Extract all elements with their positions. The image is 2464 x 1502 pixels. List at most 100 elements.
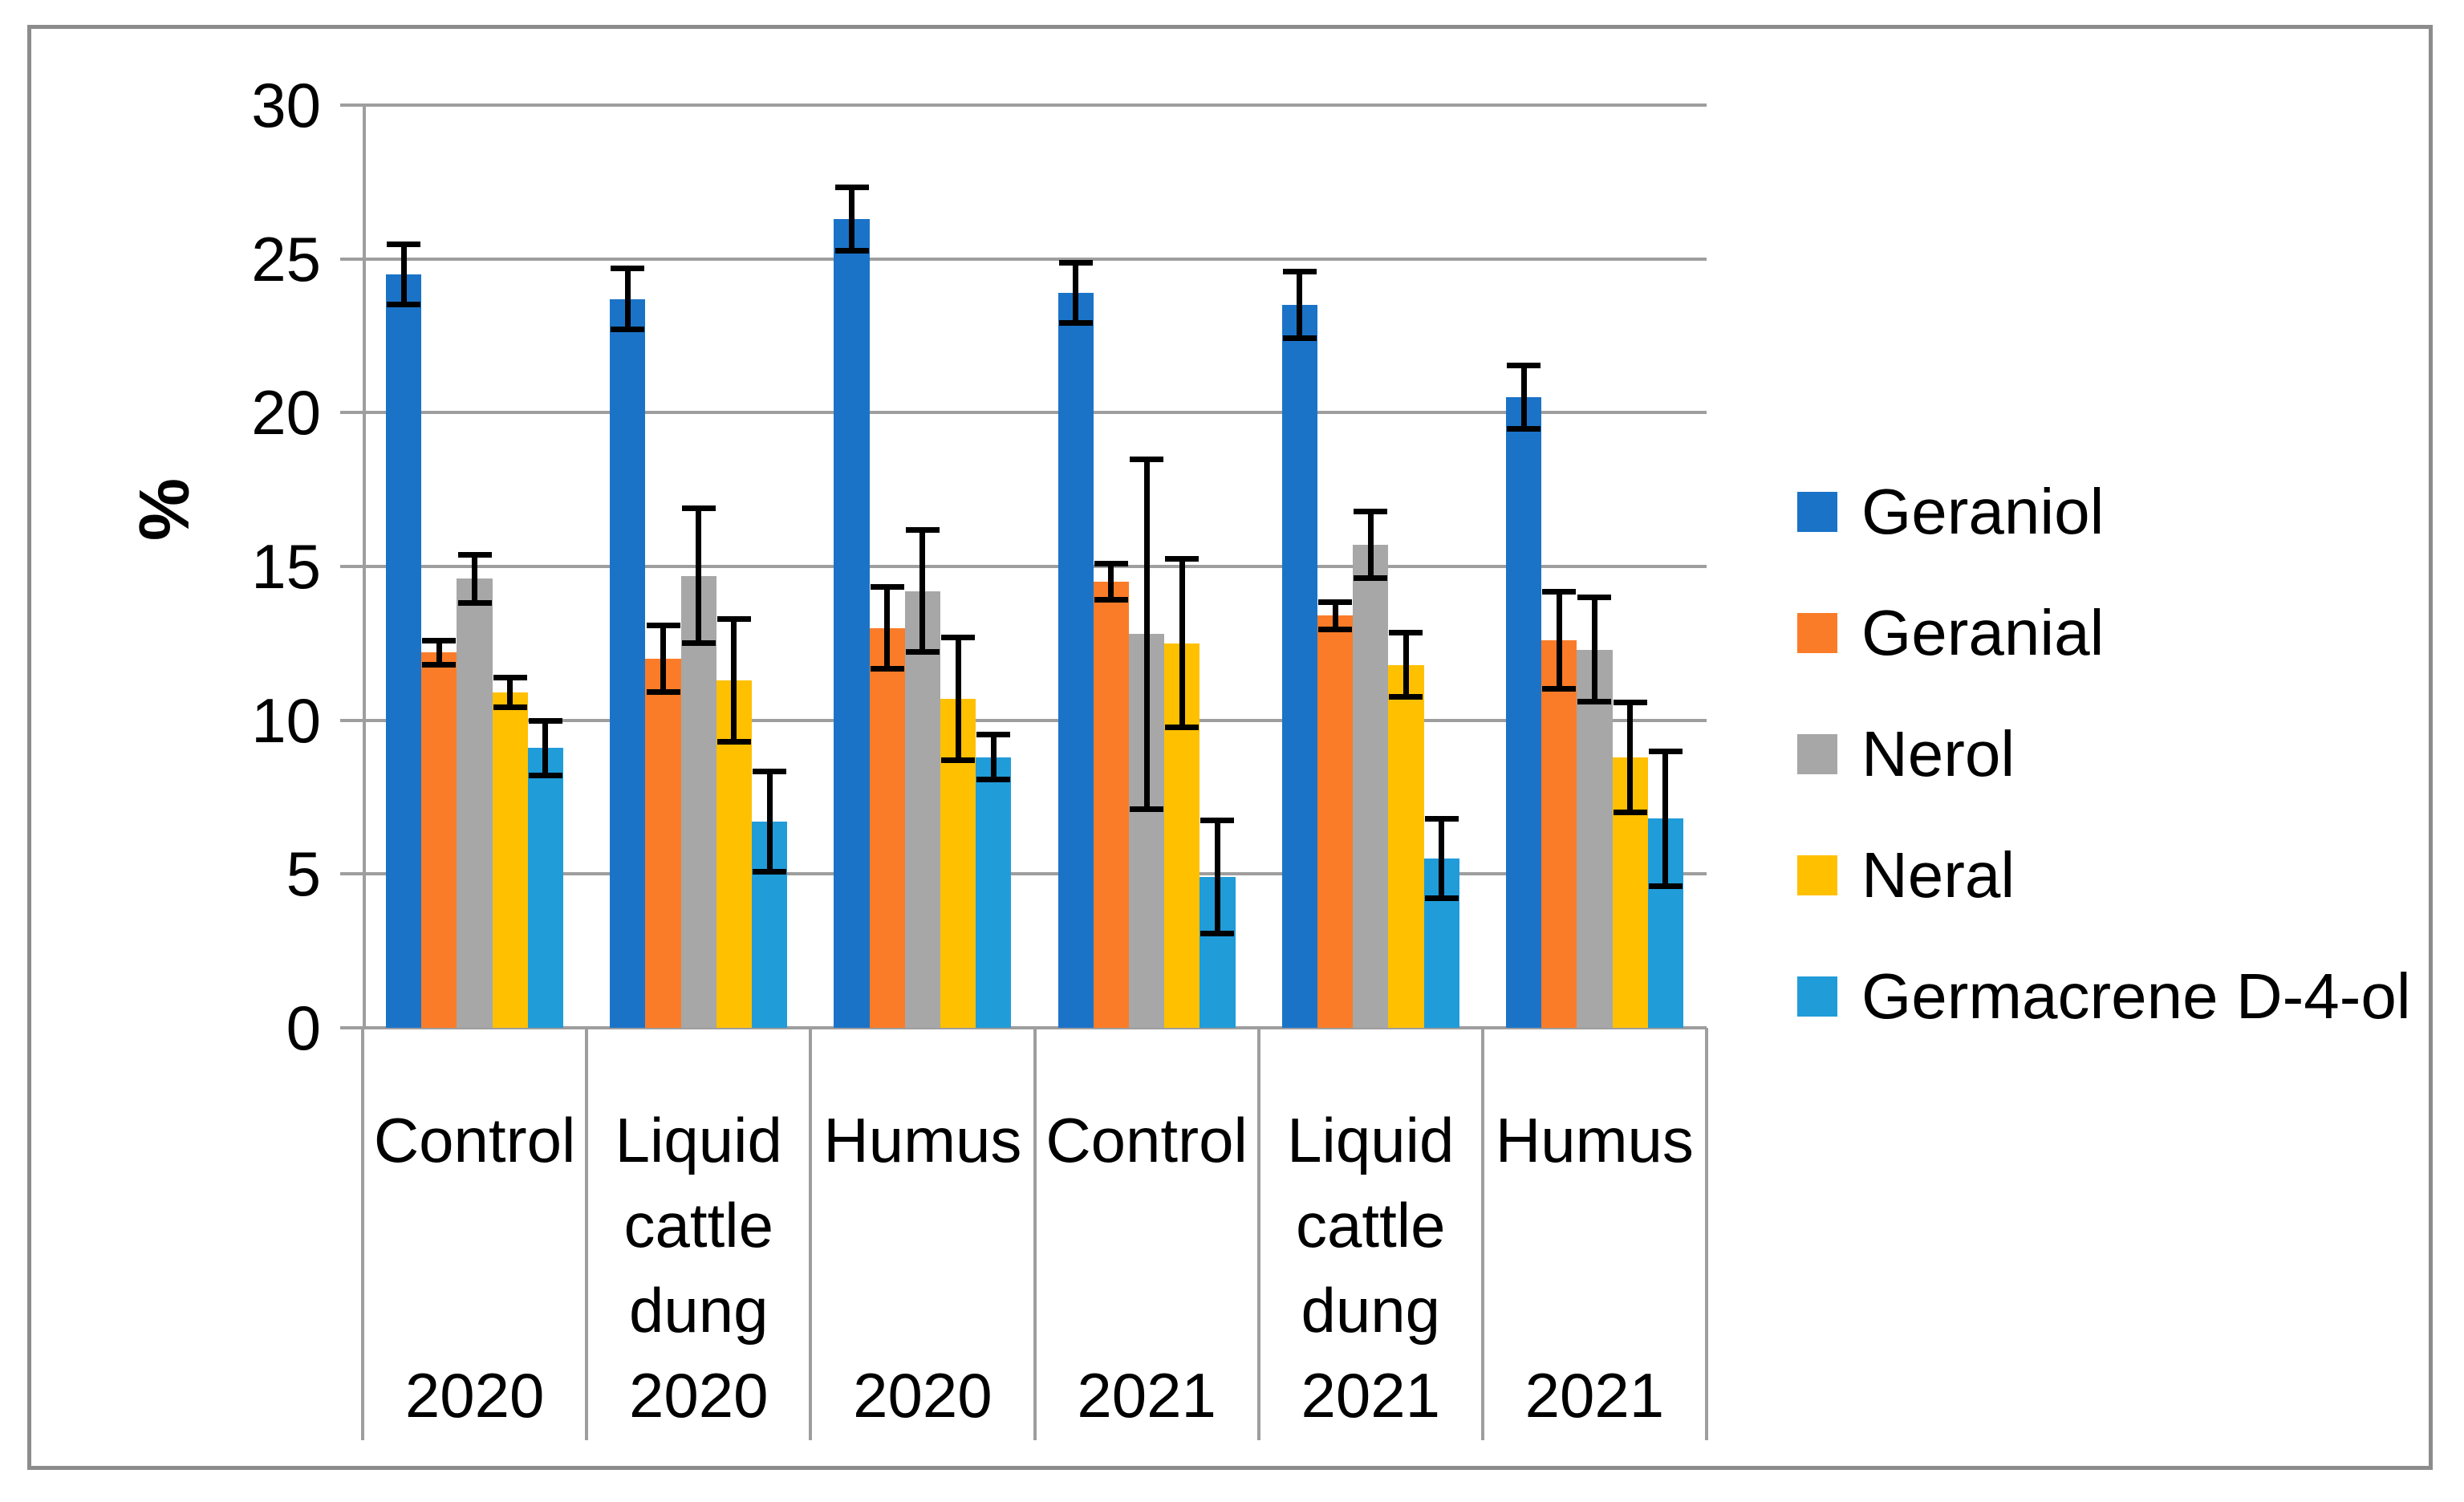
gridline xyxy=(363,565,1707,568)
error-bar-line xyxy=(884,586,891,670)
error-bar-cap-top xyxy=(528,717,562,724)
error-bar-cap-bottom xyxy=(1282,335,1317,342)
legend-label: Germacrene D-4-ol xyxy=(1861,960,2411,1032)
error-bar-line xyxy=(849,186,855,252)
error-bar-cap-bottom xyxy=(870,666,904,672)
error-bar-cap-top xyxy=(716,616,751,623)
y-axis-line xyxy=(363,105,366,1028)
error-bar-line xyxy=(542,720,549,776)
year-label: 2020 xyxy=(404,1360,545,1431)
error-bar-line xyxy=(955,637,961,761)
error-bar-cap-bottom xyxy=(457,600,492,606)
error-bar-cap-top xyxy=(753,768,787,774)
legend-label: Geraniol xyxy=(1861,476,2105,547)
error-bar-cap-top xyxy=(387,241,421,247)
y-axis-tick xyxy=(340,872,363,876)
error-bar-cap-bottom xyxy=(1318,626,1353,632)
legend-swatch-germacrene-d-4-ol xyxy=(1797,976,1837,1017)
category-divider xyxy=(361,1028,364,1440)
error-bar-line xyxy=(766,770,773,873)
bar-geraniol xyxy=(610,298,646,1028)
error-bar-cap-bottom xyxy=(1354,575,1388,582)
bar-geranial xyxy=(421,652,457,1028)
error-bar-cap-top xyxy=(1165,556,1200,562)
error-bar-cap-top xyxy=(870,583,904,590)
error-bar-cap-top xyxy=(681,505,716,512)
error-bar-line xyxy=(400,243,407,306)
error-bar-cap-bottom xyxy=(1165,725,1200,731)
error-bar-line xyxy=(1662,751,1669,887)
legend-label: Geranial xyxy=(1861,597,2105,668)
legend-swatch-geraniol xyxy=(1797,492,1837,532)
bar-geraniol xyxy=(1057,292,1094,1028)
error-bar-cap-bottom xyxy=(681,639,716,646)
treatment-label: Liquid cattle dung xyxy=(615,1105,782,1346)
y-axis-tick-label: 30 xyxy=(251,70,321,140)
error-bar-line xyxy=(1402,632,1409,697)
error-bar-line xyxy=(919,530,926,653)
category-divider xyxy=(809,1028,813,1440)
treatment-label: Control xyxy=(373,1105,576,1175)
error-bar-cap-bottom xyxy=(1542,686,1577,692)
error-bar-cap-bottom xyxy=(387,302,421,308)
bar-geraniol xyxy=(834,218,870,1028)
bar-geranial xyxy=(1093,582,1129,1028)
y-axis-tick-label: 15 xyxy=(251,531,321,602)
error-bar-line xyxy=(696,508,702,643)
legend-swatch-neral xyxy=(1797,855,1837,895)
bar-nerol xyxy=(680,575,716,1028)
y-axis-tick-label: 20 xyxy=(251,377,321,449)
treatment-label: Control xyxy=(1045,1105,1248,1175)
year-label: 2021 xyxy=(1524,1360,1665,1431)
treatment-label: Liquid cattle dung xyxy=(1287,1105,1455,1346)
y-axis-tick xyxy=(340,104,363,107)
error-bar-cap-bottom xyxy=(646,689,680,696)
error-bar-cap-bottom xyxy=(1613,809,1647,815)
bar-nerol xyxy=(1577,649,1613,1028)
treatment-label: Humus xyxy=(823,1105,1022,1175)
error-bar-cap-bottom xyxy=(493,704,527,711)
error-bar-line xyxy=(507,677,514,708)
y-axis-tick xyxy=(340,718,363,722)
error-bar-cap-top xyxy=(1282,269,1317,274)
bar-germacrene-d-4-ol xyxy=(976,757,1012,1028)
legend-swatch-geranial xyxy=(1797,613,1837,653)
y-axis-tick-label: 5 xyxy=(286,838,321,910)
error-bar-line xyxy=(1627,701,1634,813)
bar-nerol xyxy=(457,578,493,1028)
error-bar-cap-bottom xyxy=(1058,320,1093,327)
error-bar-line xyxy=(660,624,667,693)
error-bar-cap-bottom xyxy=(1577,698,1612,704)
y-axis-tick xyxy=(340,1026,363,1029)
error-bar-line xyxy=(1520,364,1527,430)
year-label: 2020 xyxy=(628,1360,769,1431)
legend-swatch-nerol xyxy=(1797,734,1837,774)
error-bar-line xyxy=(1073,262,1079,324)
category-divider xyxy=(1033,1028,1037,1440)
year-label: 2021 xyxy=(1301,1360,1440,1431)
error-bar-line xyxy=(1367,511,1374,579)
bar-neral xyxy=(1388,664,1424,1028)
bar-neral xyxy=(492,692,528,1028)
y-axis-tick-label: 0 xyxy=(286,993,321,1063)
error-bar-cap-bottom xyxy=(1130,806,1164,812)
category-divider xyxy=(585,1028,589,1440)
error-bar-line xyxy=(1332,602,1338,630)
error-bar-cap-top xyxy=(422,638,457,643)
error-bar-cap-top xyxy=(1354,509,1388,514)
bar-geranial xyxy=(869,627,905,1028)
error-bar-cap-bottom xyxy=(1094,597,1128,603)
error-bar-cap-bottom xyxy=(753,869,787,875)
bar-geranial xyxy=(1317,615,1354,1028)
bar-geranial xyxy=(1541,640,1577,1028)
error-bar-cap-top xyxy=(1613,699,1647,705)
error-bar-line xyxy=(1591,597,1597,702)
error-bar-cap-bottom xyxy=(976,777,1011,783)
category-divider xyxy=(1256,1028,1260,1440)
error-bar-cap-bottom xyxy=(422,661,457,668)
treatment-label: Humus xyxy=(1495,1105,1694,1175)
error-bar-cap-bottom xyxy=(611,326,645,332)
error-bar-cap-bottom xyxy=(528,772,562,778)
error-bar-cap-top xyxy=(1542,588,1577,595)
legend-label: Neral xyxy=(1861,839,2015,911)
